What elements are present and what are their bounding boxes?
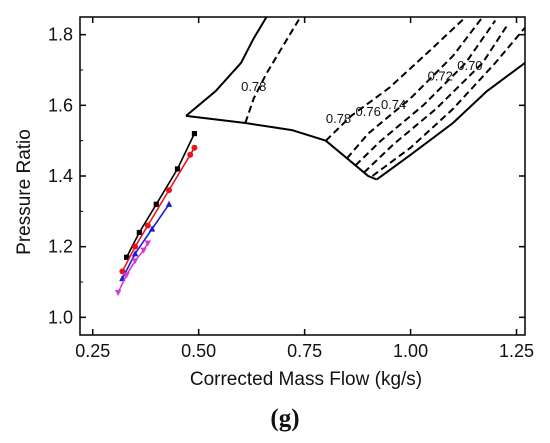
x-tick-label: 1.00 bbox=[393, 341, 428, 361]
panel-label: (g) bbox=[270, 405, 299, 432]
speed-label-5: 0.72 bbox=[428, 69, 453, 84]
x-tick-label: 0.50 bbox=[181, 341, 216, 361]
speed-line-6 bbox=[371, 26, 525, 177]
y-tick-label: 1.8 bbox=[48, 25, 73, 45]
series-3-point bbox=[148, 225, 156, 232]
speed-label-4: 0.74 bbox=[381, 97, 406, 112]
series-2-point bbox=[166, 187, 172, 194]
speed-label-2: 0.78 bbox=[326, 111, 351, 126]
series-4-point bbox=[131, 258, 139, 265]
series-3-point bbox=[165, 200, 173, 207]
x-tick-label: 0.75 bbox=[287, 341, 322, 361]
series-3-point bbox=[131, 250, 139, 257]
x-tick-label: 1.25 bbox=[499, 341, 534, 361]
series-4-point bbox=[144, 240, 152, 247]
series-1-point bbox=[124, 254, 130, 260]
speed-line-4 bbox=[354, 19, 497, 167]
speed-label-1: 0.78 bbox=[241, 79, 266, 94]
speed-line-2 bbox=[325, 17, 467, 142]
series-2-line bbox=[121, 147, 196, 272]
x-axis-title: Corrected Mass Flow (kg/s) bbox=[190, 369, 422, 390]
series-3-line bbox=[121, 203, 170, 279]
speed-line-1 bbox=[244, 17, 302, 124]
series-1-point bbox=[191, 131, 198, 137]
speed-line-5 bbox=[363, 23, 509, 174]
y-tick-label: 1.0 bbox=[48, 307, 73, 327]
y-tick-label: 1.6 bbox=[48, 95, 73, 115]
series-4-point bbox=[114, 290, 122, 297]
series-4-point bbox=[123, 272, 130, 279]
boundary-line-1 bbox=[185, 17, 268, 117]
x-tick-label: 0.25 bbox=[75, 341, 110, 361]
series-1-point bbox=[174, 166, 181, 172]
series-2-point bbox=[132, 243, 139, 250]
series-2-point bbox=[187, 151, 194, 158]
y-tick-label: 1.2 bbox=[48, 237, 73, 257]
speed-label-3: 0.76 bbox=[356, 104, 381, 119]
plot-content: 0.78 0.78 0.76 0.74 0.72 0.70 bbox=[114, 17, 525, 297]
plot-area bbox=[114, 17, 525, 297]
axis-ticks: 0.25 0.50 0.75 1.00 1.25 1.0 1.2 1.4 1.6 1.8 bbox=[48, 17, 534, 361]
y-axis-title: Pressure Ratio bbox=[14, 129, 35, 255]
series-1-line bbox=[125, 133, 196, 258]
speed-line-3 bbox=[346, 17, 484, 159]
boundary-line-3 bbox=[376, 62, 525, 181]
series-4-point bbox=[140, 247, 147, 254]
series-2-point bbox=[191, 144, 198, 151]
y-tick-label: 1.4 bbox=[48, 166, 73, 186]
series-1-point bbox=[136, 229, 142, 236]
series-1-point bbox=[153, 201, 159, 207]
series-2-point bbox=[144, 222, 151, 229]
speed-label-6: 0.70 bbox=[457, 58, 482, 73]
